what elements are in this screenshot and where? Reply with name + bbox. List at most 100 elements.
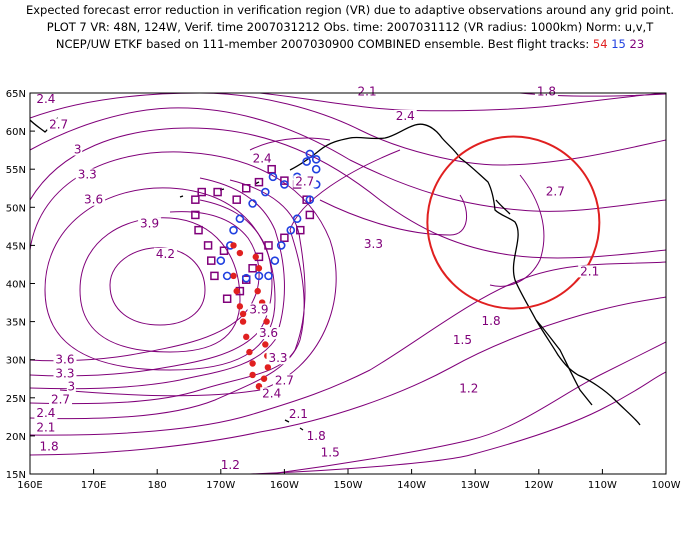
contour-label: 3.6 bbox=[84, 193, 103, 207]
contour-2-1 bbox=[30, 261, 666, 436]
lon-tick-label: 160W bbox=[270, 480, 299, 491]
track-point-red bbox=[249, 371, 256, 379]
track-point-blue bbox=[229, 225, 238, 235]
contour-label-bg bbox=[534, 85, 558, 98]
contour-label: 3.3 bbox=[55, 366, 74, 380]
track-point-purple bbox=[191, 195, 200, 204]
contour-label: 2.7 bbox=[295, 174, 314, 188]
contour-label: 3.6 bbox=[259, 326, 278, 340]
track-point-purple bbox=[254, 177, 264, 187]
contour-label: 2.4 bbox=[36, 92, 55, 106]
contour-label: 1.8 bbox=[537, 85, 556, 99]
chart-header: Expected forecast error reduction in ver… bbox=[0, 0, 700, 53]
contour-label: 3.9 bbox=[249, 302, 268, 316]
contour-label-bg bbox=[37, 440, 61, 453]
lon-tick-label: 120W bbox=[524, 480, 553, 491]
contour-label-bg bbox=[304, 429, 328, 442]
track-point-purple bbox=[264, 241, 273, 250]
contour-label: 4.2 bbox=[156, 247, 175, 261]
contour-2-4b bbox=[30, 93, 666, 166]
contour-label: 1.8 bbox=[307, 429, 326, 443]
lat-tick-label: 20N bbox=[6, 432, 26, 443]
contour-3 bbox=[30, 177, 285, 390]
lon-tick-label: 170E bbox=[81, 480, 106, 491]
contour-label: 1.8 bbox=[40, 440, 59, 454]
contour-label: 2.7 bbox=[49, 117, 68, 131]
track-point-blue bbox=[280, 180, 289, 189]
header-line-2: PLOT 7 VR: 48N, 124W, Verif. time 200703… bbox=[46, 20, 654, 34]
contour-label: 1.8 bbox=[482, 314, 501, 328]
contour-label-bg bbox=[75, 168, 99, 181]
track-point-red bbox=[249, 360, 256, 367]
contour-label: 2.1 bbox=[36, 421, 55, 435]
aleutian-1 bbox=[179, 195, 184, 198]
track-point-purple bbox=[296, 225, 305, 235]
track-point-purple bbox=[197, 187, 206, 197]
contour-2-4c bbox=[249, 137, 331, 151]
track-point-blue bbox=[222, 271, 232, 281]
contour-1-8 bbox=[30, 296, 666, 456]
contour-label-bg bbox=[247, 303, 271, 316]
track-point-purple bbox=[222, 294, 232, 303]
contour-label-bg bbox=[266, 352, 290, 365]
lat-tick-label: 25N bbox=[6, 394, 26, 405]
contour-label: 2.4 bbox=[262, 386, 281, 400]
contour-label: 2.4 bbox=[253, 152, 272, 166]
lat-tick-label: 15N bbox=[6, 470, 26, 481]
track-point-red bbox=[262, 341, 269, 348]
track-point-purple bbox=[248, 264, 257, 273]
contour-3-6b bbox=[44, 187, 276, 371]
header-line-1: Expected forecast error reduction in ver… bbox=[25, 3, 675, 17]
track-point-red bbox=[230, 242, 237, 249]
contour-label-bg bbox=[153, 247, 177, 260]
contour-3-3c bbox=[319, 194, 468, 236]
hawaii bbox=[284, 419, 304, 431]
track-point-blue bbox=[268, 172, 278, 182]
alaska-peninsula bbox=[289, 123, 461, 171]
contour-label-bg bbox=[49, 393, 73, 406]
track-point-blue bbox=[311, 154, 321, 164]
track-point-blue bbox=[235, 214, 245, 224]
contour-label: 2.4 bbox=[396, 109, 415, 123]
contour-1-8b bbox=[519, 93, 666, 97]
track-point-red bbox=[236, 303, 244, 310]
contour-label-bg bbox=[138, 217, 162, 230]
header-line-3: NCEP/UW ETKF based on 111-member 2007030… bbox=[0, 36, 700, 53]
lon-tick-label: 160E bbox=[17, 480, 42, 491]
contour-label-bg bbox=[578, 265, 602, 278]
track-point-blue bbox=[276, 241, 286, 250]
contour-label: 1.2 bbox=[459, 382, 478, 396]
contour-labels: 2.42.733.33.63.94.22.42.73.32.12.41.82.7… bbox=[34, 85, 602, 472]
contour-label-bg bbox=[543, 185, 567, 198]
contour-label: 1.5 bbox=[321, 446, 340, 460]
track-point-blue bbox=[270, 256, 280, 265]
track-count-purple: 23 bbox=[629, 37, 645, 51]
track-point-purple bbox=[207, 256, 216, 265]
lat-tick-label: 65N bbox=[6, 89, 26, 100]
track-point-purple bbox=[280, 176, 289, 185]
track-point-red bbox=[254, 287, 261, 295]
track-point-purple bbox=[267, 164, 276, 174]
track-point-red bbox=[233, 287, 240, 295]
contour-label: 2.7 bbox=[275, 373, 294, 387]
contour-label-bg bbox=[361, 237, 385, 250]
contour-label: 2.4 bbox=[36, 406, 55, 420]
contour-label-bg bbox=[286, 407, 310, 420]
contour-label: 3.3 bbox=[364, 237, 383, 251]
contour-label-bg bbox=[66, 380, 76, 393]
verification-region-circle bbox=[426, 135, 601, 310]
contour-label-bg bbox=[82, 193, 106, 206]
contour-label-bg bbox=[34, 407, 58, 420]
track-point-purple bbox=[302, 195, 311, 204]
track-point-red bbox=[246, 348, 253, 356]
contour-label: 3 bbox=[74, 142, 82, 156]
contour-label-bg bbox=[73, 143, 83, 156]
contour-label: 1.5 bbox=[453, 333, 472, 347]
track-point-purple bbox=[305, 210, 315, 220]
track-count-red: 54 bbox=[592, 37, 608, 51]
lat-tick-label: 40N bbox=[6, 280, 26, 291]
contour-label-bg bbox=[479, 314, 503, 327]
lat-tick-label: 55N bbox=[6, 165, 26, 176]
contour-label-bg bbox=[47, 118, 71, 131]
